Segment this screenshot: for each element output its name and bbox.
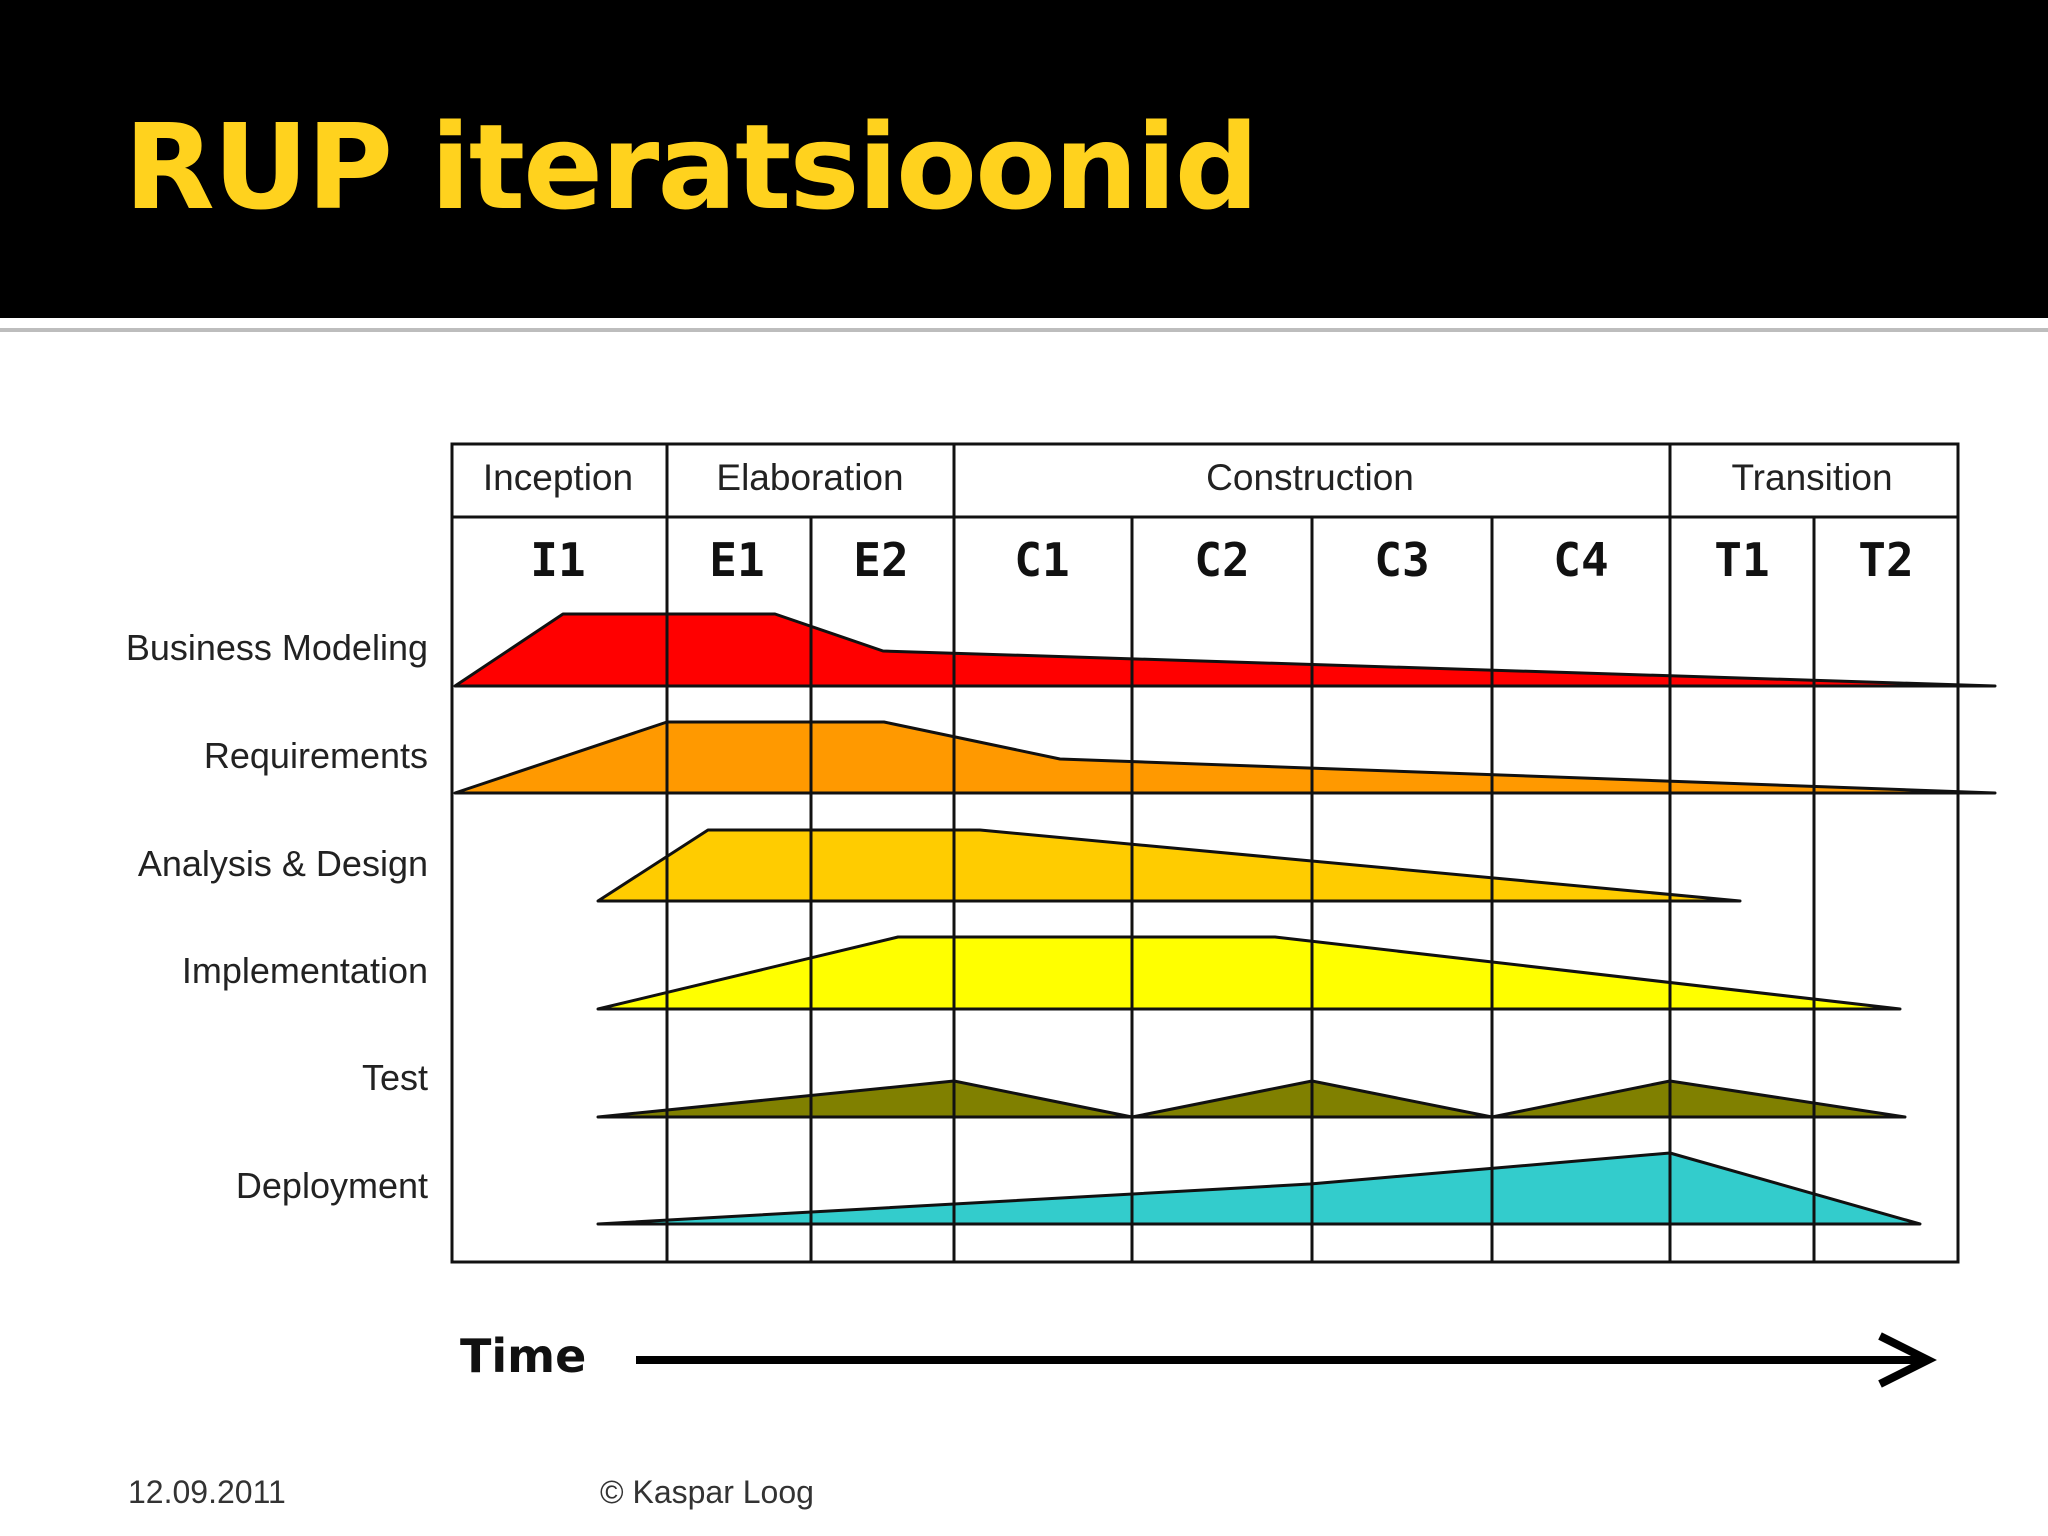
discipline-label: Analysis & Design bbox=[138, 843, 428, 884]
time-label: Time bbox=[460, 1329, 586, 1383]
iteration-label: E1 bbox=[709, 533, 764, 587]
phase-label: Elaboration bbox=[716, 457, 903, 498]
deployment-hump bbox=[596, 1151, 1922, 1226]
title-divider bbox=[0, 328, 2048, 332]
footer-date: 12.09.2011 bbox=[128, 1474, 286, 1510]
footer-author: © Kaspar Loog bbox=[600, 1474, 814, 1510]
iteration-label: T1 bbox=[1714, 533, 1769, 587]
discipline-label: Test bbox=[362, 1057, 428, 1098]
time-arrow-head bbox=[1878, 1332, 1937, 1388]
iteration-label: I1 bbox=[530, 533, 585, 587]
discipline-label: Business Modeling bbox=[126, 627, 428, 668]
discipline-label: Deployment bbox=[236, 1165, 428, 1206]
phase-label: Transition bbox=[1731, 457, 1892, 498]
iteration-label: C1 bbox=[1014, 533, 1069, 587]
requirements-hump bbox=[453, 720, 1997, 795]
analysis-design-hump bbox=[596, 828, 1742, 903]
iteration-label: C4 bbox=[1553, 533, 1608, 587]
discipline-label: Implementation bbox=[182, 950, 428, 991]
iteration-label: T2 bbox=[1858, 533, 1913, 587]
phase-label: Construction bbox=[1206, 457, 1414, 498]
iteration-label: E2 bbox=[853, 533, 908, 587]
title-bar bbox=[0, 0, 2048, 318]
discipline-label: Requirements bbox=[204, 735, 428, 776]
slide-title: RUP iteratsioonid bbox=[124, 98, 1259, 236]
diagram-frame bbox=[450, 442, 1960, 1264]
iteration-label: C2 bbox=[1194, 533, 1249, 587]
implementation-hump bbox=[596, 935, 1902, 1011]
iteration-label: C3 bbox=[1374, 533, 1429, 587]
test-hump bbox=[596, 1079, 1907, 1119]
phase-label: Inception bbox=[483, 457, 633, 498]
business-modeling-hump bbox=[453, 612, 1997, 688]
